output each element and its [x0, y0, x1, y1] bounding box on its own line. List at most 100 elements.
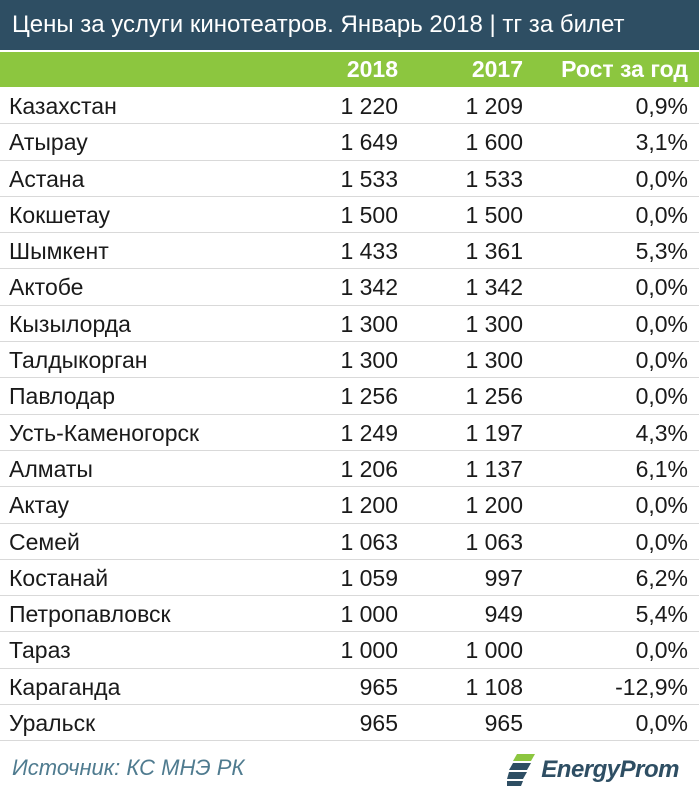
city-cell: Уральск [9, 710, 96, 737]
table-row: Астана 1 533 1 533 0,0% [0, 161, 699, 197]
growth-cell: 0,0% [635, 492, 688, 519]
table-row: Тараз 1 000 1 000 0,0% [0, 632, 699, 669]
table-row: Усть-Каменогорск 1 249 1 197 4,3% [0, 415, 699, 451]
city-cell: Астана [9, 165, 85, 192]
logo-text: EnergyProm [541, 756, 679, 783]
table-row: Кокшетау 1 500 1 500 0,0% [0, 197, 699, 234]
table-row: Уральск 965 965 0,0% [0, 705, 699, 742]
city-cell: Казахстан [9, 93, 117, 119]
value-2017-cell: 1 000 [465, 637, 523, 664]
table-title: Цены за услуги кинотеатров. Январь 2018 … [0, 0, 699, 50]
growth-cell: 5,3% [635, 238, 688, 265]
value-2018-cell: 965 [359, 673, 398, 700]
growth-cell: 0,0% [635, 710, 688, 737]
value-2018-cell: 1 500 [340, 201, 398, 228]
value-2017-cell: 1 361 [465, 238, 523, 265]
column-header-2017: 2017 [471, 56, 523, 82]
value-2017-cell: 1 300 [465, 310, 523, 337]
city-cell: Тараз [9, 637, 71, 664]
column-header-row: 2018 2017 Рост за год [0, 52, 699, 87]
city-cell: Талдыкорган [9, 347, 148, 374]
column-header-growth: Рост за год [561, 56, 688, 82]
value-2018-cell: 1 059 [340, 564, 398, 591]
value-2017-cell: 1 600 [465, 129, 523, 156]
table-row: Атырау 1 649 1 600 3,1% [0, 124, 699, 161]
city-cell: Павлодар [9, 383, 115, 410]
city-cell: Караганда [9, 673, 121, 700]
city-cell: Шымкент [9, 238, 109, 265]
energyprom-logo-icon [507, 754, 536, 786]
city-cell: Кызылорда [9, 310, 131, 337]
city-cell: Костанай [9, 564, 109, 591]
city-cell: Петропавловск [9, 601, 171, 628]
value-2017-cell: 1 200 [465, 492, 523, 519]
value-2017-cell: 965 [484, 710, 523, 737]
table-row: Шымкент 1 433 1 361 5,3% [0, 233, 699, 270]
city-cell: Кокшетау [9, 201, 111, 228]
growth-cell: 0,0% [635, 201, 688, 228]
table-row: Караганда 965 1 108 -12,9% [0, 669, 699, 706]
growth-cell: 6,1% [635, 455, 688, 482]
growth-cell: 0,9% [635, 93, 688, 119]
value-2018-cell: 1 220 [340, 93, 398, 119]
table-row: Петропавловск 1 000 949 5,4% [0, 596, 699, 633]
growth-cell: 4,3% [635, 419, 688, 446]
growth-cell: 0,0% [635, 165, 688, 192]
value-2018-cell: 1 206 [340, 455, 398, 482]
growth-cell: 0,0% [635, 383, 688, 410]
growth-cell: 5,4% [635, 601, 688, 628]
value-2018-cell: 965 [359, 710, 398, 737]
growth-cell: 0,0% [635, 528, 688, 555]
growth-cell: 0,0% [635, 347, 688, 374]
value-2017-cell: 1 137 [465, 455, 523, 482]
value-2018-cell: 1 533 [340, 165, 398, 192]
table-row: Актобе 1 342 1 342 0,0% [0, 269, 699, 306]
value-2018-cell: 1 433 [340, 238, 398, 265]
table-row: Семей 1 063 1 063 0,0% [0, 524, 699, 560]
value-2017-cell: 1 256 [465, 383, 523, 410]
value-2018-cell: 1 000 [340, 637, 398, 664]
table-row: Кызылорда 1 300 1 300 0,0% [0, 306, 699, 343]
value-2017-cell: 1 108 [465, 673, 523, 700]
value-2017-cell: 1 197 [465, 419, 523, 446]
growth-cell: 0,0% [635, 310, 688, 337]
source-note: Источник: КС МНЭ РК [12, 755, 245, 780]
column-header-2018: 2018 [346, 56, 398, 82]
city-cell: Усть-Каменогорск [9, 419, 200, 446]
value-2017-cell: 949 [484, 601, 523, 628]
table-row: Талдыкорган 1 300 1 300 0,0% [0, 342, 699, 379]
growth-cell: 0,0% [635, 274, 688, 301]
value-2018-cell: 1 256 [340, 383, 398, 410]
table-row: Казахстан 1 220 1 209 0,9% [0, 88, 699, 125]
value-2018-cell: 1 649 [340, 129, 398, 156]
footer: Источник: КС МНЭ РК EnergyProm [0, 743, 699, 800]
growth-cell: 3,1% [635, 129, 688, 156]
value-2017-cell: 1 342 [465, 274, 523, 301]
city-cell: Актау [9, 492, 69, 519]
value-2017-cell: 1 209 [465, 93, 523, 119]
value-2018-cell: 1 300 [340, 310, 398, 337]
value-2017-cell: 1 300 [465, 347, 523, 374]
value-2018-cell: 1 300 [340, 347, 398, 374]
value-2017-cell: 997 [484, 564, 523, 591]
growth-cell: 0,0% [635, 637, 688, 664]
table-row: Костанай 1 059 997 6,2% [0, 560, 699, 597]
energyprom-logo: EnergyProm [507, 753, 679, 787]
table-row: Актау 1 200 1 200 0,0% [0, 487, 699, 524]
city-cell: Актобе [9, 274, 84, 301]
table-body: Казахстан 1 220 1 209 0,9% Атырау 1 649 1 600 3… [0, 88, 699, 742]
value-2017-cell: 1 063 [465, 528, 523, 555]
growth-cell: -12,9% [615, 673, 688, 700]
value-2017-cell: 1 533 [465, 165, 523, 192]
value-2018-cell: 1 342 [340, 274, 398, 301]
value-2018-cell: 1 200 [340, 492, 398, 519]
value-2018-cell: 1 249 [340, 419, 398, 446]
value-2018-cell: 1 000 [340, 601, 398, 628]
table-row: Алматы 1 206 1 137 6,1% [0, 451, 699, 488]
city-cell: Семей [9, 528, 80, 555]
table-row: Павлодар 1 256 1 256 0,0% [0, 378, 699, 415]
growth-cell: 6,2% [635, 564, 688, 591]
value-2018-cell: 1 063 [340, 528, 398, 555]
city-cell: Алматы [9, 455, 93, 482]
